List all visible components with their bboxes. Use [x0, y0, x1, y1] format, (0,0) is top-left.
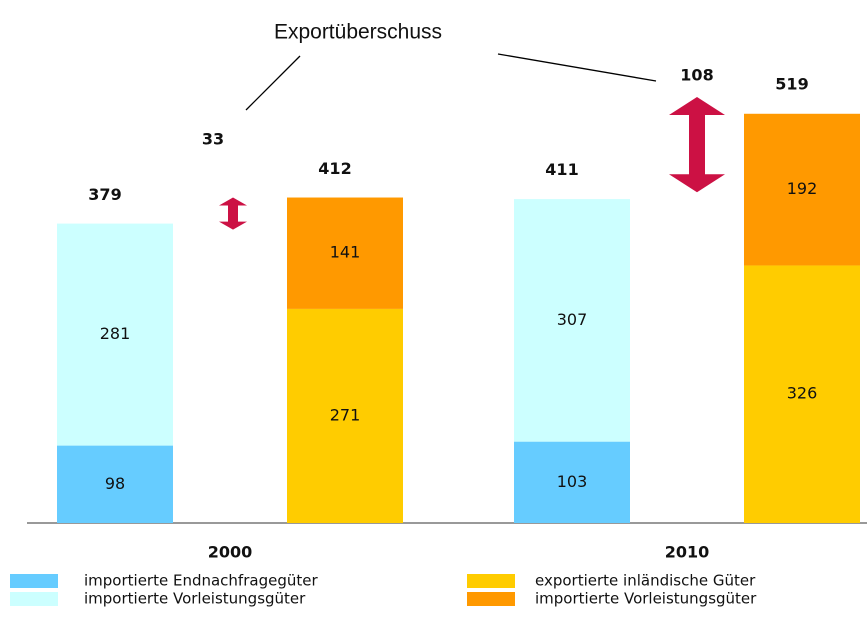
bar-segment: [57, 445, 173, 523]
value-label: 326: [787, 384, 818, 403]
annotation-title: Exportüberschuss: [274, 21, 442, 44]
bar-segment: [514, 441, 630, 523]
bar-segment: [287, 308, 403, 523]
bar-segment: [744, 265, 860, 523]
x-tick-label: 2010: [665, 543, 710, 562]
legend-swatch: [467, 592, 515, 606]
legend-label: importierte Vorleistungsgüter: [535, 590, 757, 608]
legend-label: importierte Vorleistungsgüter: [84, 590, 306, 608]
surplus-arrow: [669, 96, 725, 193]
value-label: 192: [787, 179, 818, 198]
value-label: 98: [105, 474, 125, 493]
surplus-label: 33: [202, 130, 224, 149]
value-label: 103: [557, 472, 588, 491]
x-tick-label: 2000: [208, 543, 253, 562]
legend-swatch: [10, 592, 58, 606]
legend-swatch: [467, 574, 515, 588]
legend-label: exportierte inländische Güter: [535, 572, 756, 590]
legend-label: importierte Endnachfragegüter: [84, 572, 318, 590]
total-label: 379: [88, 185, 121, 204]
bar-segment: [744, 113, 860, 266]
annotation-line: [497, 53, 657, 82]
bar-segment: [287, 197, 403, 309]
value-label: 281: [100, 324, 131, 343]
value-label: 141: [330, 243, 361, 262]
surplus-label: 108: [680, 66, 713, 85]
bar-segment: [514, 199, 630, 442]
annotation-line: [245, 55, 301, 111]
surplus-arrow: [219, 197, 247, 230]
value-label: 307: [557, 310, 588, 329]
total-label: 412: [318, 159, 351, 178]
total-label: 411: [545, 160, 578, 179]
bar-segment: [57, 223, 173, 446]
legend-swatch: [10, 574, 58, 588]
total-label: 519: [775, 74, 808, 93]
value-label: 271: [330, 405, 361, 424]
